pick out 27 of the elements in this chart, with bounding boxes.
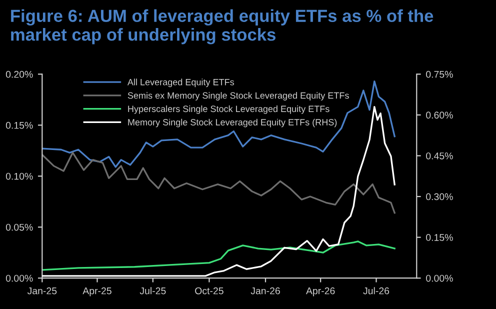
x-tick-label: Apr-25 <box>82 287 112 296</box>
x-tick-label: Jan-25 <box>27 287 57 294</box>
y-tick-label: 0.00% <box>6 274 33 282</box>
y-tick-label: 0.20% <box>6 70 33 78</box>
legend-label: All Leveraged Equity ETFs <box>127 78 234 88</box>
y2-tick-label: 0.45% <box>426 152 453 160</box>
y2-tick-label: 0.75% <box>426 70 453 78</box>
y2-tick-label: 0.30% <box>426 193 453 200</box>
y-tick-label: 0.15% <box>6 122 33 129</box>
line-series <box>42 240 396 271</box>
x-tick-label: Jul-26 <box>363 287 390 294</box>
line-series <box>42 152 396 214</box>
line-series <box>42 106 396 277</box>
x-tick-label: Apr-26 <box>306 287 335 296</box>
chart-title: Figure 6: AUM of leveraged equity ETFs as % of the market cap of underlying stocks <box>11 9 434 44</box>
legend-label: Hyperscalers Single Stock Leveraged Equity ETFs <box>128 105 330 114</box>
x-tick-label: Jan-26 <box>250 287 280 294</box>
y-tick-label: 0.05% <box>6 224 33 231</box>
y-tick-label: 0.10% <box>6 172 33 180</box>
x-tick-label: Jul-25 <box>140 287 166 294</box>
y2-tick-label: 0.15% <box>426 234 453 241</box>
line-series <box>42 80 396 168</box>
y2-tick-label: 0.60% <box>426 112 453 119</box>
legend-label: Memory Single Stock Leveraged Equity ETFs (RHS) <box>128 118 337 128</box>
x-tick-label: Oct-25 <box>195 287 224 294</box>
y2-tick-label: 0.00% <box>426 274 453 282</box>
legend-label: Semis ex Memory Single Stock Leveraged Equity ETFs <box>128 92 349 100</box>
